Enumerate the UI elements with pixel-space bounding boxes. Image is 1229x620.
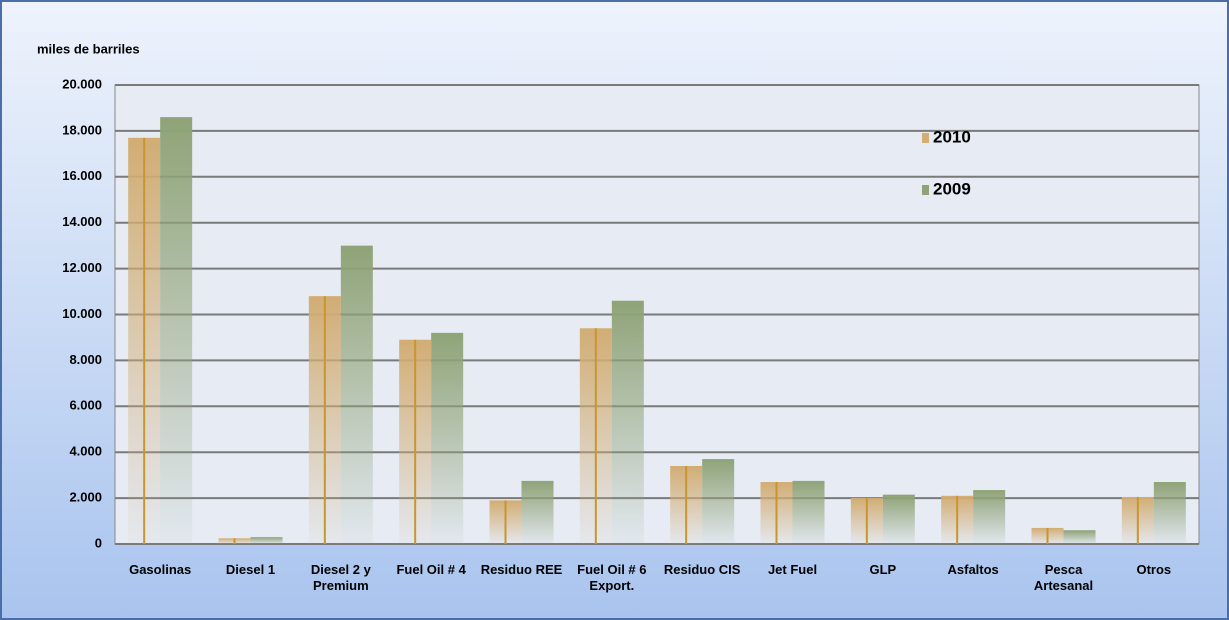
x-tick-label: Residuo CIS (663, 562, 741, 577)
bar (340, 245, 373, 544)
x-tick-label: Pesca Artesanal (1033, 562, 1094, 593)
bar (702, 459, 735, 544)
bar (973, 490, 1006, 544)
bar (1153, 482, 1186, 544)
x-tick-label: Fuel Oil # 6 Export. (577, 562, 647, 593)
bar (611, 300, 644, 544)
y-tick-label: 16.000 (62, 168, 102, 183)
y-tick-label: 18.000 (62, 122, 102, 137)
bar (431, 332, 464, 544)
x-tick-label: Otros (1136, 562, 1172, 577)
bar (521, 480, 554, 544)
legend-label: 2010 (933, 127, 971, 146)
bar (1063, 530, 1096, 544)
bar (882, 494, 915, 544)
x-tick-label: Fuel Oil # 4 (396, 562, 466, 577)
y-tick-label: 12.000 (62, 260, 102, 275)
x-tick-label: Asfaltos (947, 562, 999, 577)
y-tick-label: 6.000 (69, 398, 102, 413)
bar (250, 537, 283, 544)
y-tick-label: 20.000 (62, 76, 102, 91)
x-tick-label: Jet Fuel (767, 562, 818, 577)
x-tick-label: GLP (869, 562, 897, 577)
y-tick-label: 14.000 (62, 214, 102, 229)
x-tick-label: Gasolinas (129, 562, 192, 577)
x-tick-label: Diesel 2 y Premium (310, 562, 371, 593)
x-tick-label: Diesel 1 (225, 562, 276, 577)
bar (792, 480, 825, 544)
x-tick-label: Residuo REE (480, 562, 563, 577)
y-tick-label: 0 (95, 535, 102, 550)
y-tick-label: 8.000 (69, 352, 102, 367)
y-tick-label: 10.000 (62, 306, 102, 321)
legend-swatch (922, 185, 929, 195)
legend-label: 2009 (933, 179, 971, 198)
axis-title: miles de barriles (37, 41, 140, 56)
y-tick-label: 4.000 (69, 444, 102, 459)
y-tick-label: 2.000 (69, 490, 102, 505)
bar (160, 117, 193, 544)
legend-swatch (922, 133, 929, 143)
